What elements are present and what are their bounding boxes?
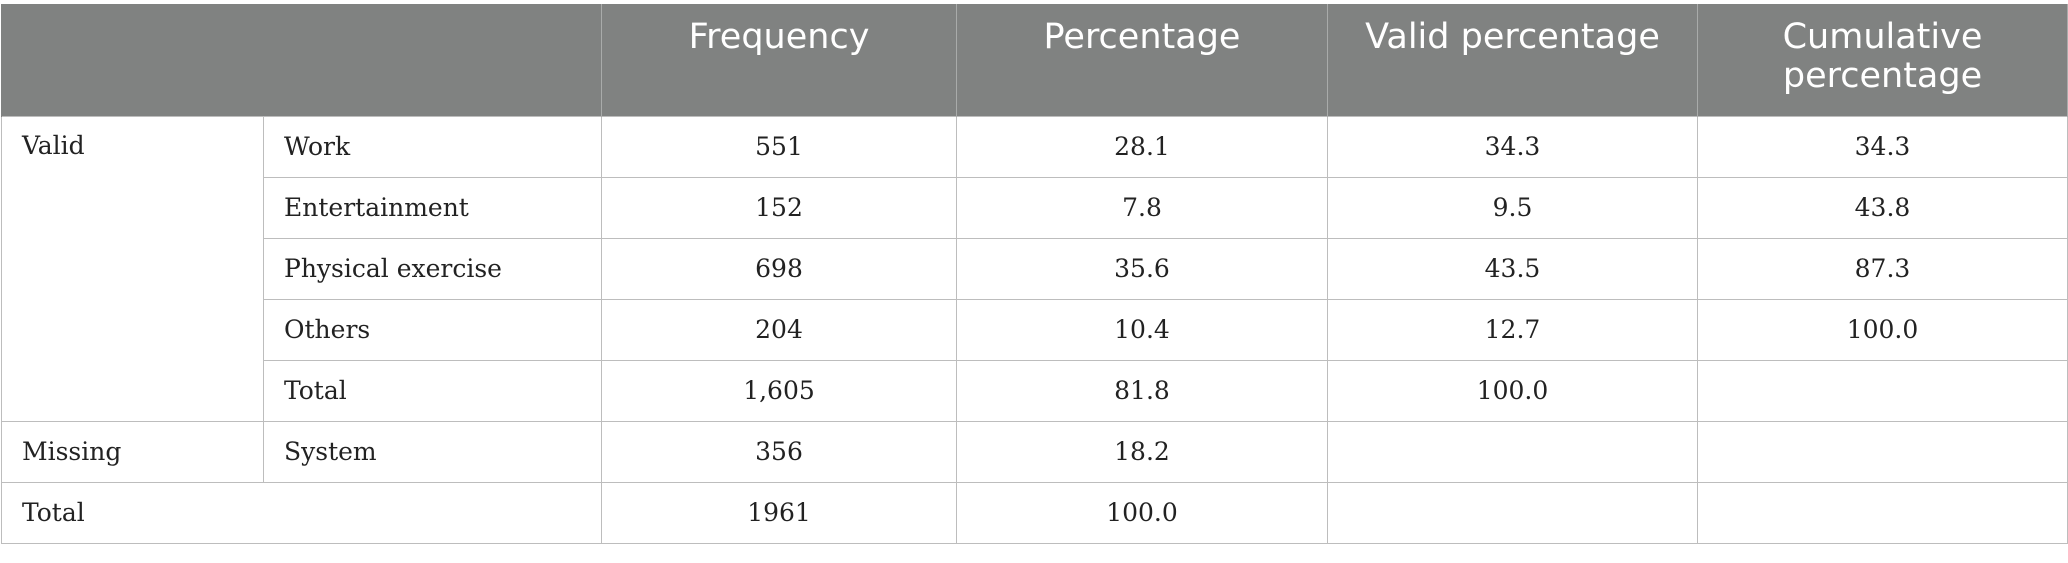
cell-cumulative-percentage: 87.3 xyxy=(1697,237,2068,300)
header-row: Frequency Percentage Valid percentage Cu… xyxy=(1,4,2068,116)
header-frequency: Frequency xyxy=(601,4,957,116)
row-category: Others xyxy=(263,298,602,361)
cell-frequency: 551 xyxy=(601,115,957,178)
cell-valid-percentage xyxy=(1327,481,1698,544)
cell-percentage: 100.0 xyxy=(956,481,1328,544)
table-row: Total 1,605 81.8 100.0 xyxy=(2,359,2068,422)
table-body: Valid Work 551 28.1 34.3 34.3 Entertainm… xyxy=(1,115,2068,544)
cell-valid-percentage xyxy=(1327,420,1698,483)
cell-valid-percentage: 12.7 xyxy=(1327,298,1698,361)
header-cumulative-percentage: Cumulative percentage xyxy=(1697,4,2068,116)
cell-frequency: 204 xyxy=(601,298,957,361)
frequency-table: Frequency Percentage Valid percentage Cu… xyxy=(1,4,2068,544)
cell-percentage: 18.2 xyxy=(956,420,1328,483)
table-row: Total 1961 100.0 xyxy=(1,481,2068,544)
cell-valid-percentage: 100.0 xyxy=(1327,359,1698,422)
table-header: Frequency Percentage Valid percentage Cu… xyxy=(1,4,2068,116)
cell-percentage: 10.4 xyxy=(956,298,1328,361)
header-blank-cell xyxy=(1,4,602,116)
cell-frequency: 1,605 xyxy=(601,359,957,422)
cell-percentage: 35.6 xyxy=(956,237,1328,300)
row-category: Entertainment xyxy=(263,176,602,239)
cell-cumulative-percentage xyxy=(1697,420,2068,483)
table-row: Valid Work 551 28.1 34.3 34.3 xyxy=(1,115,2068,422)
group-label-missing: Missing xyxy=(1,420,264,483)
row-category: Work xyxy=(263,115,602,178)
grand-total-label: Total xyxy=(1,481,602,544)
cell-frequency: 698 xyxy=(601,237,957,300)
cell-valid-percentage: 34.3 xyxy=(1327,115,1698,178)
table-row: Missing System 356 18.2 xyxy=(1,420,2068,483)
header-valid-percentage: Valid percentage xyxy=(1327,4,1698,116)
group-label-valid: Valid xyxy=(1,115,264,422)
cell-cumulative-percentage: 34.3 xyxy=(1697,115,2068,178)
table-row: Entertainment 152 7.8 9.5 43.8 xyxy=(2,176,2068,239)
header-percentage: Percentage xyxy=(956,4,1328,116)
row-category: Total xyxy=(263,359,602,422)
cell-valid-percentage: 9.5 xyxy=(1327,176,1698,239)
cell-frequency: 152 xyxy=(601,176,957,239)
cell-percentage: 7.8 xyxy=(956,176,1328,239)
cell-percentage: 81.8 xyxy=(956,359,1328,422)
cell-cumulative-percentage: 100.0 xyxy=(1697,298,2068,361)
cell-cumulative-percentage: 43.8 xyxy=(1697,176,2068,239)
table-row: Physical exercise 698 35.6 43.5 87.3 xyxy=(2,237,2068,300)
cell-frequency: 1961 xyxy=(601,481,957,544)
cell-valid-percentage: 43.5 xyxy=(1327,237,1698,300)
cell-cumulative-percentage xyxy=(1697,481,2068,544)
table-row: Others 204 10.4 12.7 100.0 xyxy=(2,298,2068,361)
cell-frequency: 356 xyxy=(601,420,957,483)
frequency-table-container: Frequency Percentage Valid percentage Cu… xyxy=(0,4,2068,544)
row-category: Physical exercise xyxy=(263,237,602,300)
cell-percentage: 28.1 xyxy=(956,115,1328,178)
cell-cumulative-percentage xyxy=(1697,359,2068,422)
row-category: System xyxy=(263,420,602,483)
